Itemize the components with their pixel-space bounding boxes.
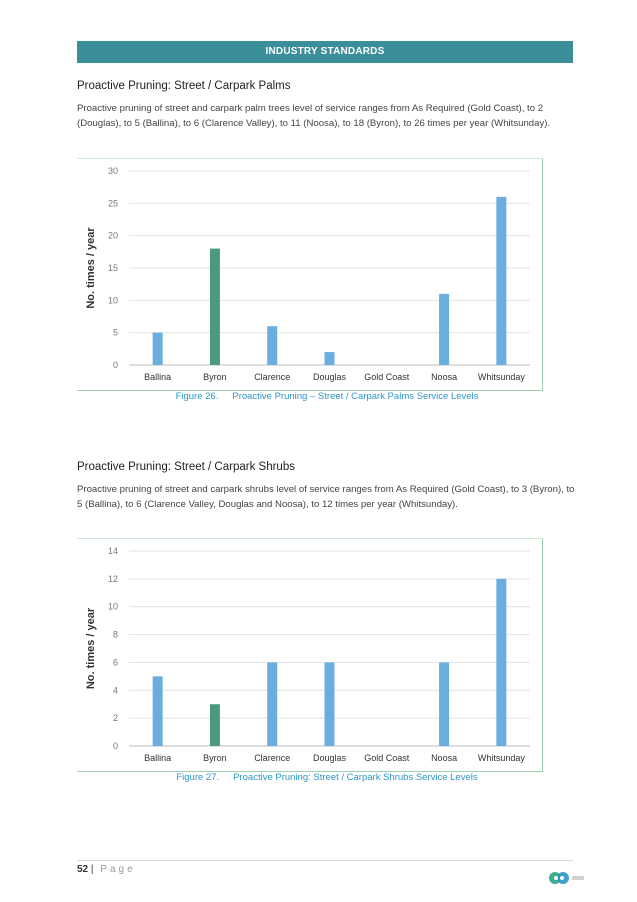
x-tick-label: Gold Coast bbox=[364, 372, 410, 382]
y-tick-label: 0 bbox=[113, 360, 118, 370]
page-word: Page bbox=[100, 864, 136, 875]
x-tick-label: Whitsunday bbox=[478, 753, 526, 763]
section-heading-palms: Proactive Pruning: Street / Carpark Palm… bbox=[77, 80, 291, 92]
page-number-value: 52 bbox=[77, 864, 89, 875]
bar-douglas bbox=[324, 352, 335, 365]
chart-shrubs-svg: 0 2 4 6 8 10 12 14 Ballina Byron Clarence Douglas Go… bbox=[85, 546, 530, 763]
y-tick-label: 25 bbox=[108, 198, 118, 208]
page-separator: | bbox=[90, 864, 94, 875]
x-tick-label: Gold Coast bbox=[364, 753, 410, 763]
x-tick-label: Byron bbox=[203, 753, 227, 763]
y-tick-label: 8 bbox=[113, 630, 118, 640]
bar-douglas bbox=[324, 662, 335, 746]
y-tick-label: 2 bbox=[113, 713, 118, 723]
paragraph-palms: Proactive pruning of street and carpark … bbox=[77, 103, 551, 129]
chart-shrubs: 0 2 4 6 8 10 12 14 Ballina Byron Clarence Douglas Go… bbox=[77, 538, 543, 772]
x-tick-label: Douglas bbox=[313, 753, 347, 763]
x-tick-label: Noosa bbox=[431, 372, 457, 382]
x-tick-label: Ballina bbox=[144, 372, 171, 382]
bar-byron bbox=[209, 248, 220, 365]
figure-number: Figure 26. bbox=[175, 391, 219, 402]
x-tick-label: Clarence bbox=[254, 753, 290, 763]
x-tick-label: Byron bbox=[203, 372, 227, 382]
company-logo-icon bbox=[549, 872, 584, 884]
y-tick-label: 4 bbox=[113, 685, 118, 695]
x-tick-label: Ballina bbox=[144, 753, 171, 763]
y-tick-label: 10 bbox=[108, 602, 118, 612]
page-number: 52 | Page bbox=[77, 864, 136, 875]
y-axis-title: No. times / year bbox=[85, 227, 97, 309]
figure-number: Figure 27. bbox=[176, 772, 220, 783]
y-tick-label: 15 bbox=[108, 263, 118, 273]
figure-caption-shrubs: Figure 27. Proactive Pruning: Street / Ca… bbox=[77, 772, 577, 783]
y-tick-label: 10 bbox=[108, 295, 118, 305]
bar-clarence bbox=[267, 326, 278, 365]
bar-clarence bbox=[267, 662, 278, 746]
bar-byron bbox=[209, 704, 220, 746]
y-tick-label: 6 bbox=[113, 657, 118, 667]
bar-ballina bbox=[152, 676, 163, 746]
x-tick-label: Douglas bbox=[313, 372, 347, 382]
section-banner: INDUSTRY STANDARDS bbox=[77, 41, 573, 63]
figure-title: Proactive Pruning: Street / Carpark Shru… bbox=[233, 772, 478, 783]
bar-ballina bbox=[152, 332, 163, 365]
y-tick-label: 12 bbox=[108, 574, 118, 584]
y-tick-label: 5 bbox=[113, 328, 118, 338]
y-tick-label: 14 bbox=[108, 546, 118, 556]
x-tick-label: Clarence bbox=[254, 372, 290, 382]
paragraph-shrubs: Proactive pruning of street and carpark … bbox=[77, 484, 575, 510]
y-tick-label: 0 bbox=[113, 741, 118, 751]
bar-noosa bbox=[439, 662, 450, 746]
bar-noosa bbox=[439, 293, 450, 365]
x-tick-label: Noosa bbox=[431, 753, 457, 763]
y-axis-title: No. times / year bbox=[85, 607, 97, 689]
figure-title: Proactive Pruning – Street / Carpark Pal… bbox=[232, 391, 479, 402]
y-tick-label: 20 bbox=[108, 231, 118, 241]
bar-whitsunday bbox=[496, 578, 507, 746]
chart-palms-svg: 0 5 10 15 20 25 30 Ballina Byron Clarence Douglas G… bbox=[85, 166, 530, 382]
section-heading-shrubs: Proactive Pruning: Street / Carpark Shru… bbox=[77, 461, 295, 473]
footer-divider bbox=[77, 860, 573, 861]
chart-palms: 0 5 10 15 20 25 30 Ballina Byron Clarence Douglas G… bbox=[77, 158, 543, 391]
x-tick-label: Whitsunday bbox=[478, 372, 526, 382]
y-tick-label: 30 bbox=[108, 166, 118, 176]
bar-whitsunday bbox=[496, 196, 507, 365]
figure-caption-palms: Figure 26. Proactive Pruning – Street / C… bbox=[77, 391, 577, 402]
